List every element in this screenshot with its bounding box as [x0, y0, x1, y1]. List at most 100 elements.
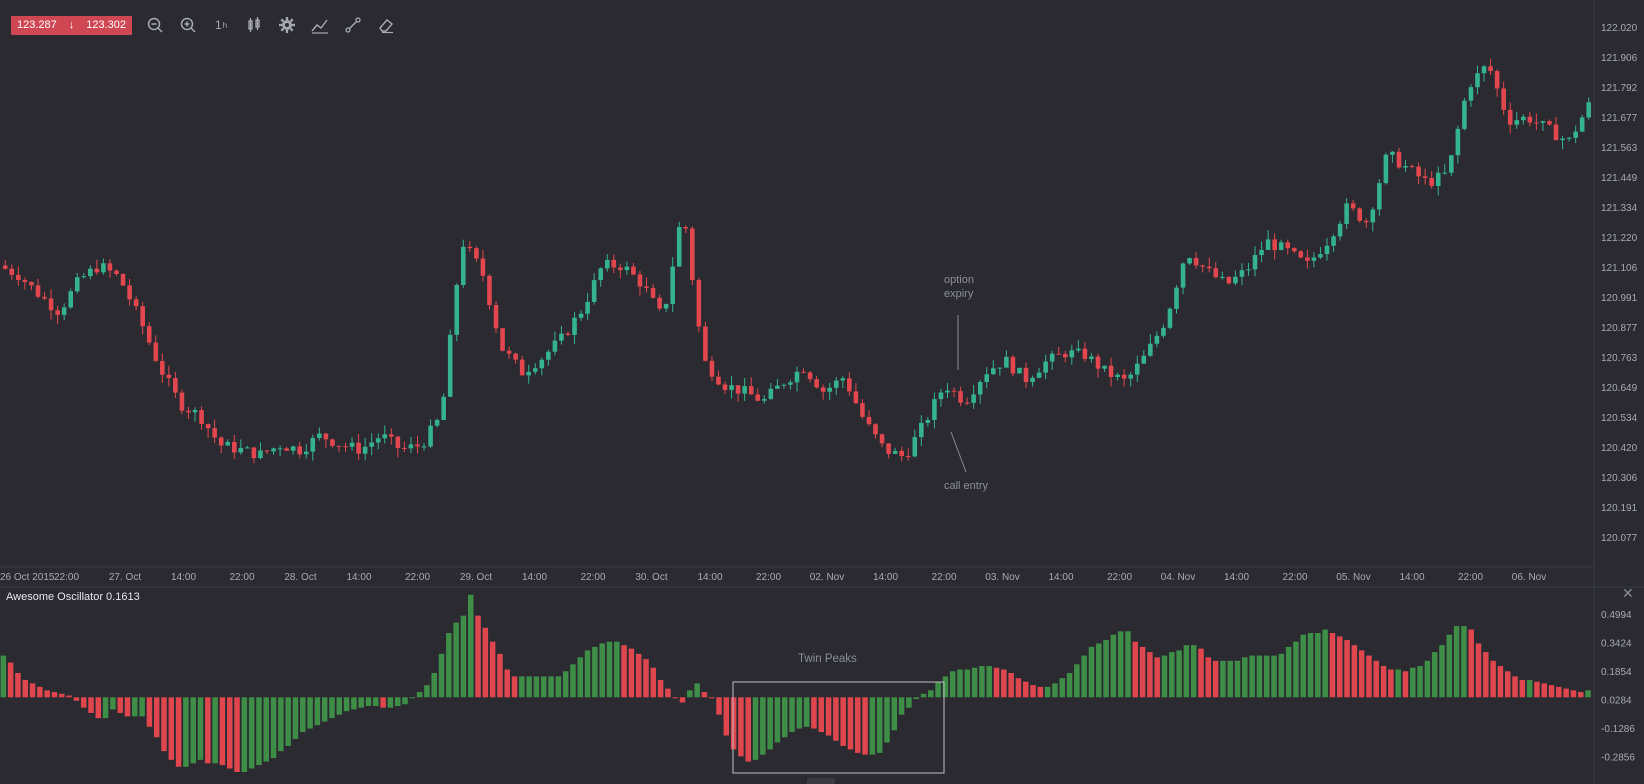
oscillator-bar [928, 690, 934, 698]
oscillator-bar [1366, 655, 1372, 698]
candle [820, 384, 826, 400]
candle [899, 446, 904, 462]
candle [48, 289, 54, 320]
drawing-icon[interactable] [343, 15, 363, 35]
zoom-out-icon[interactable] [145, 15, 165, 35]
candle [905, 448, 911, 461]
candle [1337, 220, 1343, 241]
candle [1023, 362, 1029, 388]
candle [375, 433, 381, 450]
oscillator-bar [95, 697, 102, 719]
oscillator-bar [1534, 681, 1540, 698]
candle [748, 377, 754, 395]
candle [644, 277, 649, 293]
candle [997, 367, 1003, 376]
candle [912, 429, 918, 458]
candle [794, 366, 800, 392]
indicators-icon[interactable] [310, 15, 330, 35]
price-tick-label: 120.877 [1601, 323, 1638, 334]
settings-icon[interactable] [277, 15, 297, 35]
oscillator-bar [796, 697, 803, 729]
price-tick-label: 121.792 [1601, 83, 1638, 94]
candle [860, 399, 865, 420]
oscillator-bar [621, 645, 627, 698]
oscillator-tick-label: 0.0284 [1601, 696, 1632, 707]
oscillator-bar [248, 697, 255, 769]
zoom-in-icon[interactable] [178, 15, 198, 35]
oscillator-bar [803, 697, 810, 727]
oscillator-bar [986, 666, 992, 698]
candle [16, 266, 21, 286]
candle [755, 388, 761, 402]
candle [742, 377, 747, 401]
candle [624, 261, 630, 276]
candle [1298, 249, 1304, 259]
price-tick-label: 120.420 [1601, 443, 1638, 454]
oscillator-bar [723, 697, 730, 736]
candle [663, 303, 669, 312]
candle [454, 283, 460, 342]
oscillator-bar [175, 697, 182, 767]
candle [1429, 170, 1434, 189]
candle [1370, 207, 1376, 232]
candle [964, 397, 970, 406]
price-tick-label: 122.020 [1601, 23, 1638, 34]
oscillator-bar [738, 697, 744, 757]
candle [847, 372, 852, 396]
panel-resize-handle[interactable] [807, 778, 835, 784]
candle [1010, 355, 1016, 377]
candle [1507, 102, 1513, 134]
oscillator-bar [577, 657, 584, 698]
candle [55, 305, 60, 325]
candle [1422, 168, 1428, 185]
candle [1239, 263, 1245, 286]
oscillator-bar [1504, 671, 1511, 698]
oscillator-bar [1541, 683, 1547, 698]
oscillator-bar [1337, 636, 1343, 698]
time-tick-label: 27. Oct [109, 572, 141, 583]
oscillator-bar [562, 671, 569, 698]
oscillator-bar [183, 697, 189, 767]
candle [114, 269, 119, 277]
candle [1468, 84, 1474, 107]
candles-icon[interactable] [244, 15, 264, 35]
candle [1220, 271, 1225, 280]
price-quote-badge[interactable]: 123.287 ↓ 123.302 [11, 15, 133, 35]
time-tick-label: 22:00 [1282, 572, 1307, 583]
candle [22, 277, 28, 290]
candle [88, 265, 93, 280]
candle [1344, 198, 1349, 229]
buy-price: 123.302 [86, 19, 127, 31]
price-tick-label: 121.334 [1601, 203, 1638, 214]
price-tick-label: 120.534 [1601, 413, 1638, 424]
oscillator-bar [460, 615, 467, 698]
candle [604, 253, 610, 272]
oscillator-bar [913, 697, 919, 700]
candle [1056, 346, 1062, 355]
price-tick-label: 121.906 [1601, 53, 1638, 64]
eraser-icon[interactable] [376, 15, 396, 35]
candle [166, 365, 172, 387]
oscillator-bar [1220, 660, 1226, 698]
oscillator-bar [467, 594, 474, 698]
close-icon[interactable]: ✕ [1622, 585, 1634, 601]
oscillator-bar [212, 697, 218, 764]
candle [801, 368, 806, 374]
time-tick-label: 14:00 [1224, 572, 1249, 583]
oscillator-bar [541, 676, 547, 698]
oscillator-bar [475, 615, 481, 698]
oscillator-bar [1052, 683, 1058, 698]
time-tick-label: 28. Oct [284, 572, 316, 583]
oscillator-bar [979, 666, 985, 698]
oscillator-bar [402, 697, 408, 705]
candle [447, 329, 453, 398]
candle [683, 225, 689, 234]
oscillator-bar [1249, 655, 1255, 698]
time-tick-label: 22:00 [229, 572, 254, 583]
oscillator-bar [234, 697, 240, 772]
oscillator-bar [117, 697, 123, 713]
candle [572, 312, 577, 345]
